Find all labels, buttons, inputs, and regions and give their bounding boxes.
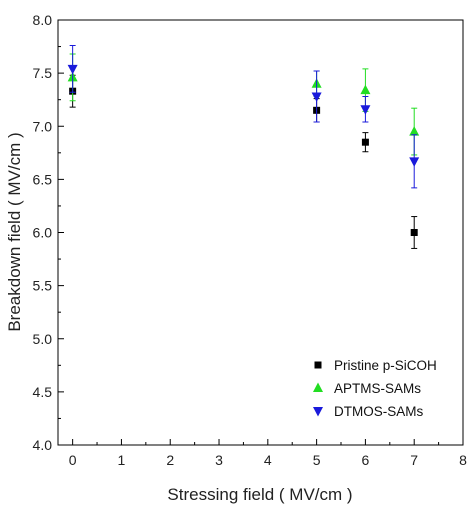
x-tick-label: 6 [362,452,370,468]
y-tick-label: 4.0 [33,437,53,453]
x-tick-label: 1 [118,452,126,468]
legend: Pristine p-SiCOH APTMS-SAMs DTMOS-SAMs [313,358,437,419]
x-axis-title: Stressing field ( MV/cm ) [167,485,352,504]
x-tick-label: 7 [410,452,418,468]
legend-marker-1 [313,382,323,392]
legend-label-2: DTMOS-SAMs [334,404,423,419]
x-tick-label: 0 [69,452,77,468]
data-point [410,229,418,236]
y-tick-label: 8.0 [33,12,53,28]
x-tick-label: 8 [459,452,467,468]
series-layer [67,45,420,249]
y-axis-ticks: 4.0 4.5 5.0 5.5 6.0 6.5 7.0 7.5 8.0 [33,12,64,453]
y-tick-label: 7.5 [33,65,53,81]
legend-marker-0 [314,361,322,369]
x-tick-label: 3 [215,452,223,468]
legend-label-1: APTMS-SAMs [334,381,421,396]
data-point [360,84,371,95]
y-tick-label: 4.5 [33,384,53,400]
x-tick-label: 5 [313,452,321,468]
legend-label-0: Pristine p-SiCOH [334,358,437,373]
data-point [409,157,420,167]
x-axis-ticks: 0 1 2 3 4 5 6 7 8 [69,439,467,468]
y-tick-label: 6.5 [33,171,53,187]
y-tick-label: 6.0 [33,225,53,241]
series-2 [67,45,420,189]
y-tick-label: 5.0 [33,331,53,347]
y-tick-label: 7.0 [33,118,53,134]
x-tick-label: 2 [166,452,174,468]
data-point [67,64,78,75]
x-tick-label: 4 [264,452,272,468]
data-point [361,138,369,146]
data-point [311,92,322,102]
y-tick-label: 5.5 [33,278,53,294]
data-point [360,105,371,115]
data-point [409,126,420,136]
legend-marker-2 [313,407,323,417]
y-axis-title: Breakdown field ( MV/cm ) [5,132,24,331]
series-1 [67,53,420,156]
